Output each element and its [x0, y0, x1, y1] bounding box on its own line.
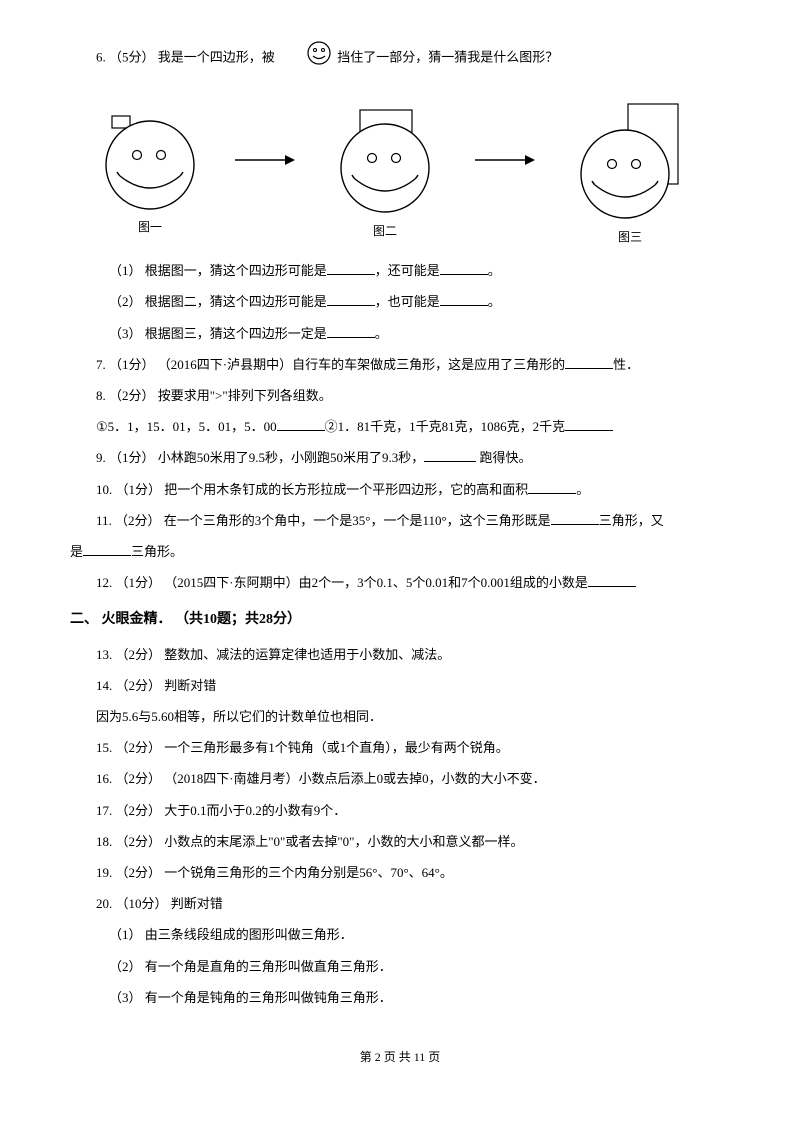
- q10b: 。: [576, 482, 589, 497]
- q12: 12. （1分） （2015四下·东阿期中）由2个一，3个0.1、5个0.01和…: [70, 567, 730, 598]
- q11-l1: 11. （2分） 在一个三角形的3个角中，一个是35°，一个是110°，这个三角…: [70, 505, 730, 536]
- q14-head: 14. （2分） 判断对错: [70, 670, 730, 701]
- figure-2-label: 图二: [373, 222, 397, 239]
- q20-s3: （3） 有一个角是钝角的三角形叫做钝角三角形．: [70, 982, 730, 1013]
- blank: [327, 324, 375, 338]
- figures-row: 图一 图二: [100, 102, 730, 245]
- q6-sub1c: 。: [488, 263, 501, 278]
- q9a: 9. （1分） 小林跑50米用了9.5秒，小刚跑50米用了9.3秒，: [96, 450, 424, 465]
- blank: [551, 511, 599, 525]
- arrow-icon: [235, 146, 295, 176]
- q20-head: 20. （10分） 判断对错: [70, 888, 730, 919]
- figure-1-label: 图一: [138, 218, 162, 235]
- q6-suffix: 挡住了一部分，猜一猜我是什么图形？: [337, 50, 558, 65]
- q7: 7. （1分） （2016四下·泸县期中）自行车的车架做成三角形，这是应用了三角…: [70, 349, 730, 380]
- q7a: 7. （1分） （2016四下·泸县期中）自行车的车架做成三角形，这是应用了三角…: [96, 357, 565, 372]
- q11b: 三角形，又: [599, 513, 664, 528]
- q9: 9. （1分） 小林跑50米用了9.5秒，小刚跑50米用了9.3秒， 跑得快。: [70, 442, 730, 473]
- q17: 17. （2分） 大于0.1而小于0.2的小数有9个．: [70, 795, 730, 826]
- q13: 13. （2分） 整数加、减法的运算定律也适用于小数加、减法。: [70, 639, 730, 670]
- smile-icon: [280, 40, 332, 77]
- q8b: ②1．81千克，1千克81克，1086克，2千克: [325, 419, 566, 434]
- q6-sub1: （1） 根据图一，猜这个四边形可能是 ，还可能是 。: [70, 255, 730, 286]
- q7b: 性．: [613, 357, 639, 372]
- blank: [83, 542, 131, 556]
- q10a: 10. （1分） 把一个用木条钉成的长方形拉成一个平形四边形，它的高和面积: [96, 482, 528, 497]
- q10: 10. （1分） 把一个用木条钉成的长方形拉成一个平形四边形，它的高和面积 。: [70, 474, 730, 505]
- blank: [565, 417, 613, 431]
- q6-sub2b: ，也可能是: [375, 294, 440, 309]
- figure-3-label: 图三: [618, 228, 642, 245]
- q6-line: 6. （5分） 我是一个四边形，被 挡住了一部分，猜一猜我是什么图形？: [70, 40, 730, 77]
- q16: 16. （2分） （2018四下·南雄月考）小数点后添上0或去掉0，小数的大小不…: [70, 763, 730, 794]
- blank: [588, 573, 636, 587]
- blank: [327, 261, 375, 275]
- q20-s1: （1） 由三条线段组成的图形叫做三角形．: [70, 919, 730, 950]
- page-footer: 第 2 页 共 11 页: [70, 1048, 730, 1065]
- q6-prefix: 6. （5分） 我是一个四边形，被: [96, 50, 275, 65]
- blank: [440, 292, 488, 306]
- q6-sub2a: （2） 根据图二，猜这个四边形可能是: [109, 294, 327, 309]
- q11d: 三角形。: [131, 544, 183, 559]
- section-2-header: 二、 火眼金精． （共10题；共28分）: [70, 602, 730, 638]
- blank: [440, 261, 488, 275]
- figure-3: 图三: [570, 102, 690, 245]
- blank: [565, 355, 613, 369]
- q19: 19. （2分） 一个锐角三角形的三个内角分别是56°、70°、64°。: [70, 857, 730, 888]
- q8-body: ①5．1，15．01，5．01，5．00 ②1．81千克，1千克81克，1086克…: [70, 411, 730, 442]
- q6-sub2c: 。: [488, 294, 501, 309]
- q11-l2: 是 三角形。: [70, 536, 730, 567]
- q6-sub3a: （3） 根据图三，猜这个四边形一定是: [109, 326, 327, 341]
- q12a: 12. （1分） （2015四下·东阿期中）由2个一，3个0.1、5个0.01和…: [96, 575, 588, 590]
- q20-s2: （2） 有一个角是直角的三角形叫做直角三角形．: [70, 951, 730, 982]
- arrow-icon: [475, 146, 535, 176]
- figure-2: 图二: [330, 108, 440, 239]
- blank: [327, 292, 375, 306]
- q6-sub2: （2） 根据图二，猜这个四边形可能是 ，也可能是 。: [70, 286, 730, 317]
- q6-sub1b: ，还可能是: [375, 263, 440, 278]
- q9b: 跑得快。: [476, 450, 531, 465]
- q14-body: 因为5.6与5.60相等，所以它们的计数单位也相同．: [70, 701, 730, 732]
- blank: [424, 448, 476, 462]
- q6-sub3b: 。: [375, 326, 388, 341]
- q8a: ①5．1，15．01，5．01，5．00: [96, 419, 277, 434]
- q6-sub3: （3） 根据图三，猜这个四边形一定是 。: [70, 318, 730, 349]
- q18: 18. （2分） 小数点的末尾添上"0"或者去掉"0"，小数的大小和意义都一样。: [70, 826, 730, 857]
- blank: [528, 480, 576, 494]
- q8-head: 8. （2分） 按要求用">"排列下列各组数。: [70, 380, 730, 411]
- q6-sub1a: （1） 根据图一，猜这个四边形可能是: [109, 263, 327, 278]
- figure-1: 图一: [100, 112, 200, 235]
- q15: 15. （2分） 一个三角形最多有1个钝角（或1个直角），最少有两个锐角。: [70, 732, 730, 763]
- q11c: 是: [70, 544, 83, 559]
- blank: [277, 417, 325, 431]
- q11a: 11. （2分） 在一个三角形的3个角中，一个是35°，一个是110°，这个三角…: [96, 513, 551, 528]
